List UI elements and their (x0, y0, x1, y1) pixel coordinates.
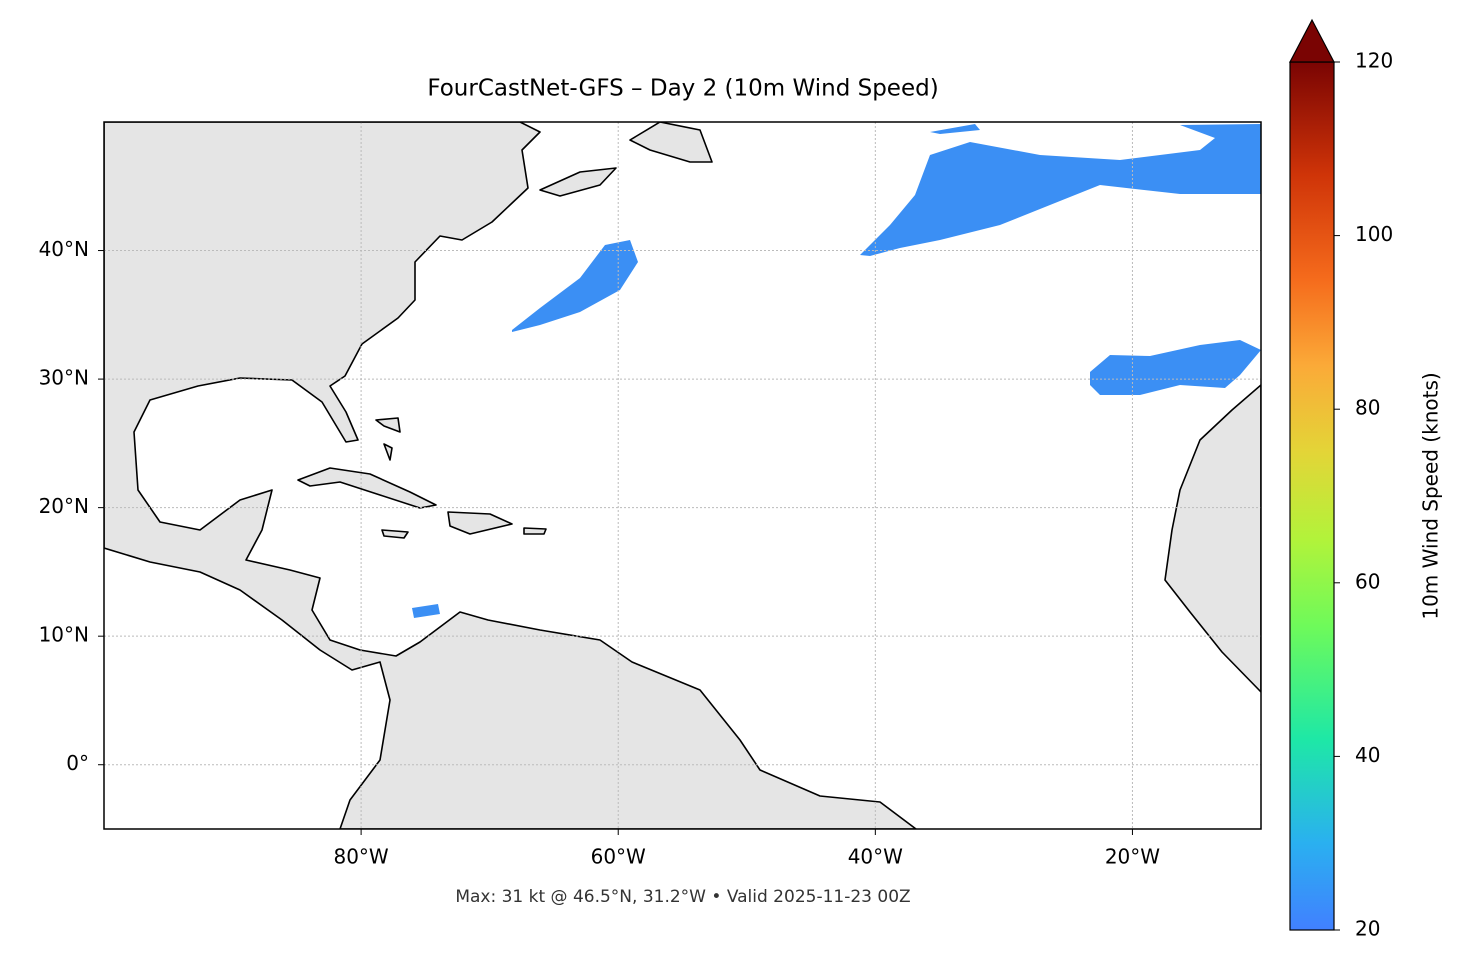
wind-area (930, 124, 980, 134)
x-tick-label: 40°W (848, 845, 903, 869)
y-tick-label: 0° (66, 751, 89, 775)
colorbar-label: 10m Wind Speed (knots) (1419, 372, 1443, 619)
colorbar-tick-label: 60 (1355, 569, 1380, 593)
bahamas (375, 417, 401, 461)
wind-area (412, 604, 440, 618)
wind-area (860, 124, 1261, 256)
chart-title: FourCastNet-GFS – Day 2 (10m Wind Speed) (427, 76, 938, 102)
colorbar-tick-label: 40 (1355, 743, 1380, 767)
nova-scotia (539, 167, 617, 197)
newfoundland (629, 122, 713, 163)
wind-area (512, 240, 638, 332)
wind-area (1090, 340, 1261, 395)
y-tick-label: 30°N (39, 366, 89, 390)
y-tick-label: 20°N (39, 494, 89, 518)
y-tick-label: 40°N (39, 237, 89, 261)
colorbar-tick-label: 120 (1355, 49, 1393, 73)
colorbar-tick-label: 80 (1355, 396, 1380, 420)
map-frame (103, 121, 1262, 830)
africa (1164, 384, 1261, 693)
x-tick-label: 20°W (1105, 845, 1160, 869)
colorbar (1289, 61, 1335, 931)
colorbar-tick-label: 100 (1355, 222, 1393, 246)
x-tick-label: 80°W (333, 845, 388, 869)
footnote: Max: 31 kt @ 46.5°N, 31.2°W • Valid 2025… (455, 887, 910, 907)
americas (104, 122, 917, 829)
hispaniola (447, 511, 513, 535)
jamaica (381, 529, 409, 539)
puerto-rico (523, 527, 547, 535)
colorbar-extend (1289, 18, 1335, 63)
map-area (104, 122, 1261, 829)
colorbar-tick-label: 20 (1355, 917, 1380, 941)
cuba (297, 467, 437, 509)
grid (104, 122, 1261, 829)
x-tick-label: 60°W (591, 845, 646, 869)
y-tick-label: 10°N (39, 623, 89, 647)
